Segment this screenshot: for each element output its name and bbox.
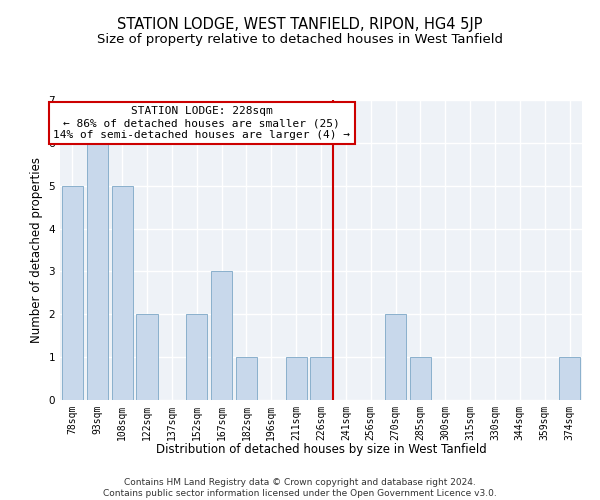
Bar [112, 186, 133, 400]
Bar [186, 314, 207, 400]
Text: STATION LODGE, WEST TANFIELD, RIPON, HG4 5JP: STATION LODGE, WEST TANFIELD, RIPON, HG4… [117, 18, 483, 32]
Bar [385, 314, 406, 400]
Text: Size of property relative to detached houses in West Tanfield: Size of property relative to detached ho… [97, 32, 503, 46]
Bar [559, 357, 580, 400]
Text: Contains HM Land Registry data © Crown copyright and database right 2024.
Contai: Contains HM Land Registry data © Crown c… [103, 478, 497, 498]
Bar [236, 357, 257, 400]
Bar [211, 272, 232, 400]
Bar [136, 314, 158, 400]
Bar [62, 186, 83, 400]
Bar [310, 357, 332, 400]
Bar [286, 357, 307, 400]
Bar [410, 357, 431, 400]
Text: Distribution of detached houses by size in West Tanfield: Distribution of detached houses by size … [155, 442, 487, 456]
Text: STATION LODGE: 228sqm
← 86% of detached houses are smaller (25)
14% of semi-deta: STATION LODGE: 228sqm ← 86% of detached … [53, 106, 350, 140]
Y-axis label: Number of detached properties: Number of detached properties [30, 157, 43, 343]
Bar [87, 143, 108, 400]
